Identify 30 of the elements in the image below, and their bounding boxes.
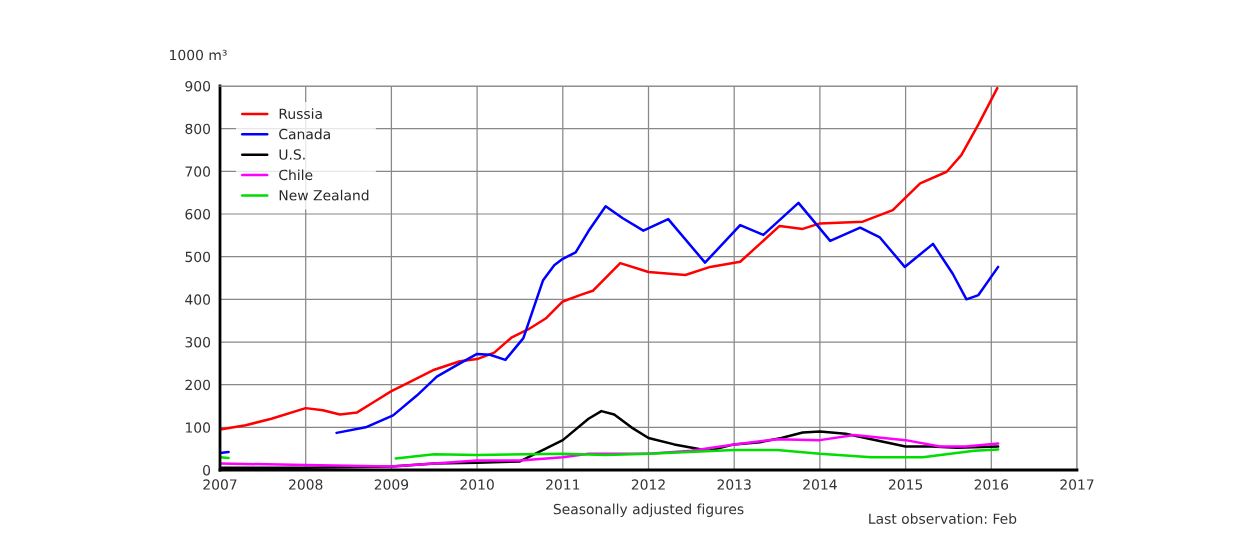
y-tick-label: 700 (185, 166, 211, 177)
x-axis-title: Seasonally adjusted figures (553, 503, 744, 518)
y-tick-label: 0 (203, 464, 211, 476)
x-tick-label: 2008 (289, 479, 323, 490)
x-tick-label: 2011 (546, 479, 580, 490)
x-tick-label: 2009 (374, 479, 409, 490)
y-tick-label: 100 (185, 422, 211, 433)
legend-label: Canada (279, 128, 330, 140)
x-tick-label: 2013 (717, 479, 751, 490)
y-axis-title: 1000 m³ (170, 49, 227, 61)
x-tick-label: 2010 (460, 479, 494, 490)
y-tick-label: 500 (185, 251, 211, 263)
x-tick-label: 2015 (888, 479, 923, 490)
x-tick-label: 2016 (974, 479, 1009, 490)
y-tick-label: 400 (185, 294, 211, 305)
x-tick-label: 2007 (203, 479, 237, 490)
x-tick-label: 2017 (1060, 479, 1094, 490)
x-tick-label: 2012 (631, 479, 665, 490)
legend-label: Chile (279, 169, 313, 181)
line-series (220, 86, 999, 431)
y-tick-label: 600 (185, 208, 211, 220)
legend-label: New Zealand (279, 189, 369, 201)
y-tick-label: 800 (185, 123, 211, 135)
legend-label: U.S. (279, 149, 305, 160)
legend-label: Russia (279, 108, 322, 119)
text: Last observation: Feb (869, 513, 1017, 524)
y-tick-label: 900 (185, 80, 211, 92)
x-tick-label: 2014 (803, 479, 837, 490)
y-tick-label: 300 (185, 336, 211, 348)
y-tick-label: 200 (185, 379, 211, 391)
